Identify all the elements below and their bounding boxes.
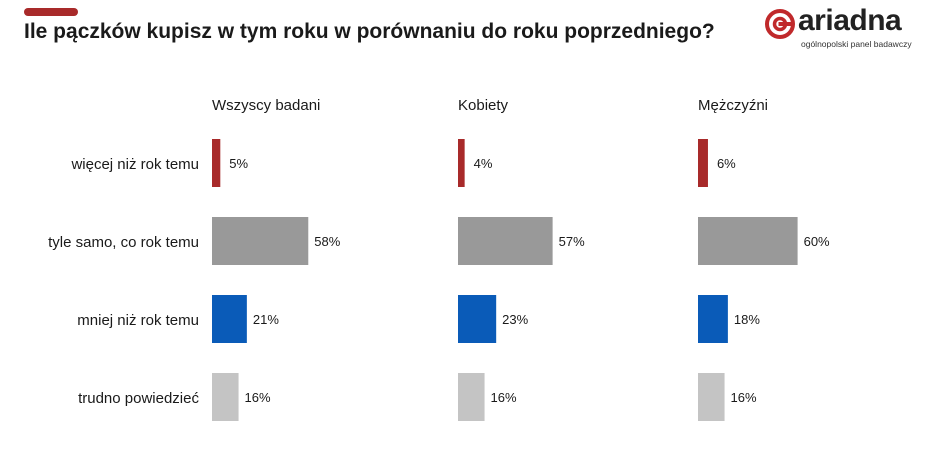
bar [698,373,725,421]
logo-mark-icon [765,9,795,39]
bar [698,295,728,343]
bar [458,373,485,421]
category-label: tyle samo, co rok temu [48,234,199,251]
page-title: Ile pączków kupisz w tym roku w porównan… [24,20,715,43]
bar [698,139,708,187]
data-label: 58% [314,234,340,249]
data-label: 16% [491,390,517,405]
bar [212,373,239,421]
data-label: 16% [245,390,271,405]
bar [458,217,553,265]
bar [212,295,247,343]
data-label: 23% [502,312,528,327]
logo-wordmark: ariadna [798,4,902,37]
data-label: 60% [804,234,830,249]
bar [212,217,309,265]
logo-tagline: ogólnopolski panel badawczy [801,39,912,49]
bar [458,295,497,343]
data-label: 6% [717,156,736,171]
data-label: 4% [474,156,493,171]
category-label: trudno powiedzieć [78,390,199,407]
data-label: 16% [731,390,757,405]
data-label: 5% [229,156,248,171]
category-label: więcej niż rok temu [70,156,199,173]
series-header: Kobiety [458,97,509,114]
logo: ariadna ogólnopolski panel badawczy [764,4,914,52]
data-label: 57% [559,234,585,249]
accent-bar [24,8,78,16]
series-header: Mężczyźni [698,97,768,114]
bar [212,139,221,187]
data-label: 18% [734,312,760,327]
data-label: 21% [253,312,279,327]
bar [698,217,798,265]
bar [458,139,465,187]
series-header: Wszyscy badani [212,97,320,114]
category-label: mniej niż rok temu [77,312,199,329]
